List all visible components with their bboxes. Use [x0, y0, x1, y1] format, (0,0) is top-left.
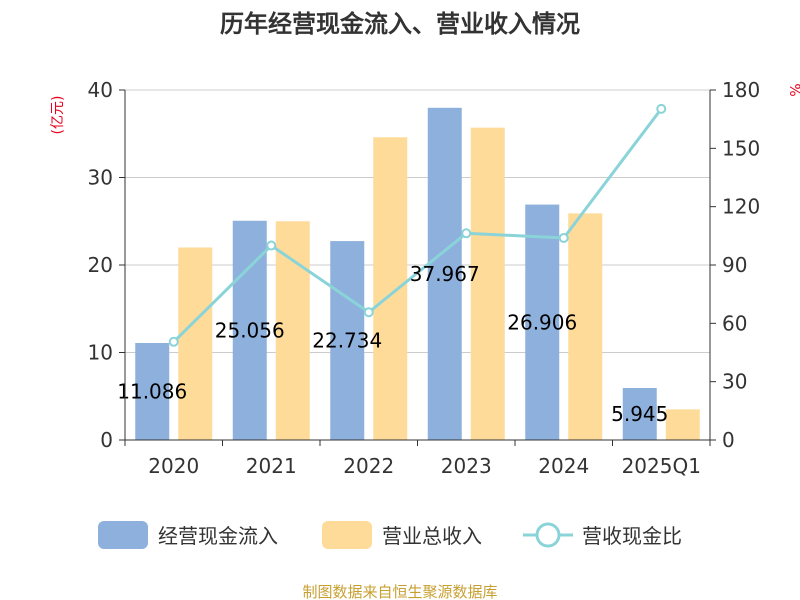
grid-lines — [125, 89, 710, 353]
data-label-cash-inflow: 5.945 — [611, 402, 668, 426]
x-tick-label: 2021 — [246, 454, 297, 478]
data-labels: 11.086 25.056 22.734 37.967 26.906 5.945 — [117, 262, 668, 426]
legend-label-cash-inflow: 经营现金流入 — [158, 524, 278, 548]
y-tick-label-right: 180 — [722, 78, 760, 102]
data-label-cash-inflow: 37.967 — [410, 262, 480, 286]
source-note: 制图数据来自恒生聚源数据库 — [302, 583, 497, 600]
bar-revenue — [665, 409, 700, 440]
bar-revenue — [275, 221, 310, 440]
legend-label-ratio: 营收现金比 — [582, 524, 682, 548]
ratio-point — [558, 232, 569, 243]
bar-revenue — [470, 127, 505, 440]
y-tick-label-right: 30 — [722, 370, 747, 394]
ratio-point — [461, 228, 472, 239]
legend-swatch-cash-inflow — [98, 521, 148, 549]
right-axis-unit: % — [786, 83, 800, 96]
data-label-cash-inflow: 22.734 — [312, 329, 382, 353]
y-tick-label-left: 40 — [88, 78, 113, 102]
bar-cash-inflow — [427, 107, 462, 440]
x-tick-label: 2024 — [538, 454, 589, 478]
data-label-cash-inflow: 26.906 — [507, 310, 577, 334]
x-tick-label: 2025Q1 — [622, 454, 701, 478]
bar-revenue — [568, 213, 603, 440]
left-axis-unit: (亿元) — [50, 96, 66, 135]
chart-title: 历年经营现金流入、营业收入情况 — [220, 10, 580, 38]
y-tick-label-right: 0 — [722, 428, 735, 452]
ratio-point — [656, 103, 667, 114]
y-tick-label-right: 60 — [722, 311, 747, 335]
y-tick-label-right: 150 — [722, 136, 760, 160]
ratio-line — [172, 107, 663, 343]
y-tick-label-left: 30 — [88, 166, 113, 190]
legend: 经营现金流入 营业总收入 营收现金比 — [98, 521, 682, 549]
bar-revenue — [373, 137, 408, 440]
y-tick-label-right: 120 — [722, 195, 760, 219]
bar-cash-inflow — [330, 241, 365, 440]
y-tick-label-right: 90 — [722, 253, 747, 277]
y-tick-label-left: 0 — [100, 428, 113, 452]
x-tick-label: 2022 — [343, 454, 394, 478]
ratio-line-series — [168, 103, 667, 347]
x-tick-label: 2023 — [441, 454, 492, 478]
y-tick-label-left: 20 — [88, 253, 113, 277]
axes: 0 10 20 30 40 0 30 60 90 120 150 180 2020 2021 2022 202… — [88, 78, 761, 478]
ratio-point — [168, 336, 179, 347]
y-tick-label-left: 10 — [88, 341, 113, 365]
data-label-cash-inflow: 11.086 — [117, 379, 187, 403]
bar-cash-inflow — [622, 387, 657, 440]
legend-label-revenue: 营业总收入 — [382, 524, 482, 548]
bar-cash-inflow — [135, 342, 170, 440]
data-label-cash-inflow: 25.056 — [215, 318, 285, 342]
bar-revenue — [178, 247, 213, 440]
legend-swatch-ratio-marker — [535, 522, 561, 548]
ratio-point — [266, 240, 277, 251]
legend-swatch-revenue — [322, 521, 372, 549]
bars — [135, 107, 700, 440]
bar-cash-inflow — [525, 204, 560, 440]
ratio-point — [363, 307, 374, 318]
x-tick-label: 2020 — [148, 454, 199, 478]
